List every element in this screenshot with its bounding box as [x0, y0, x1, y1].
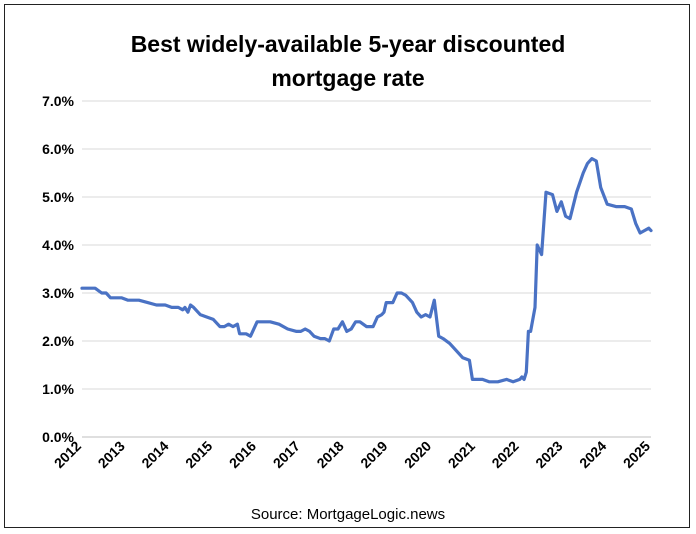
y-tick-label: 5.0% [42, 189, 74, 205]
series-line-0 [80, 157, 653, 384]
y-tick-label: 3.0% [42, 285, 74, 301]
x-tick-label: 2017 [270, 438, 303, 471]
x-tick-label: 2014 [138, 438, 171, 471]
y-tick-label: 2.0% [42, 333, 74, 349]
x-tick-label: 2023 [532, 438, 565, 471]
y-tick-label: 6.0% [42, 141, 74, 157]
x-tick-label: 2025 [620, 438, 653, 471]
chart-frame [4, 4, 690, 528]
x-tick-label: 2021 [445, 438, 478, 471]
x-axis-ticks: 2012 2013 2014 2015 2016 2017 2018 2019 2020 2021… [51, 438, 653, 471]
chart-title-line-1: Best widely-available 5-year discounted [131, 31, 566, 57]
y-tick-label: 4.0% [42, 237, 74, 253]
chart-title-line-2: mortgage rate [271, 65, 424, 91]
x-tick-label: 2013 [95, 438, 128, 471]
x-tick-label: 2020 [401, 438, 434, 471]
x-tick-label: 2019 [357, 438, 390, 471]
y-tick-label: 7.0% [42, 93, 74, 109]
y-axis-ticks: 0.0% 1.0% 2.0% 3.0% 4.0% 5.0% 6.0% 7.0% [42, 93, 74, 445]
y-tick-label: 0.0% [42, 429, 74, 445]
x-tick-label: 2022 [488, 438, 521, 471]
series-layer [80, 157, 653, 384]
x-tick-label: 2018 [313, 438, 346, 471]
x-tick-label: 2015 [182, 438, 215, 471]
x-tick-label: 2024 [576, 438, 609, 471]
x-tick-label: 2016 [226, 438, 259, 471]
gridlines [82, 100, 651, 438]
chart-source: Source: MortgageLogic.news [251, 506, 445, 523]
y-tick-label: 1.0% [42, 381, 74, 397]
